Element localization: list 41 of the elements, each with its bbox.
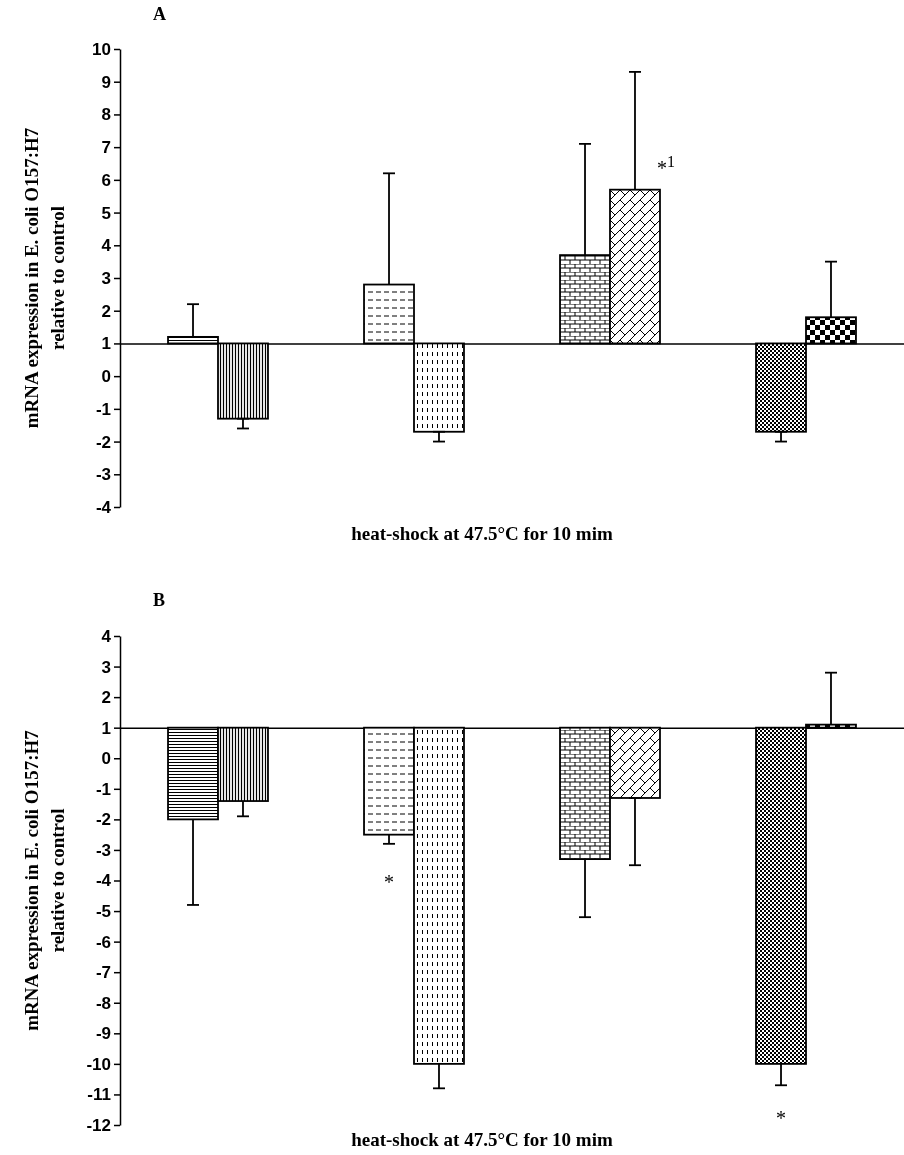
- y-axis-title: mRNA expression in E. coli O157:H7 relative to control: [21, 729, 68, 1031]
- y-tick-label: 3: [101, 657, 111, 677]
- y-tick-label: 9: [101, 72, 111, 92]
- y-tick-label: 4: [101, 236, 112, 256]
- y-tick-label: -8: [95, 993, 111, 1013]
- chart-title: B: [153, 590, 166, 610]
- y-tick-label: -2: [95, 432, 111, 452]
- annotation: *: [776, 1107, 787, 1130]
- y-tick-label: 7: [101, 138, 111, 158]
- y-tick-label: -1: [95, 779, 111, 799]
- x-axis-title: heat-shock at 47.5°C for 10 mim: [351, 523, 613, 544]
- y-tick-label: -10: [86, 1054, 111, 1074]
- y-tick-label: -5: [95, 902, 111, 921]
- y-tick-label: -12: [86, 1115, 111, 1135]
- y-tick-label: 2: [101, 688, 111, 708]
- y-tick-label: 2: [101, 301, 111, 321]
- y-tick-label: 1: [101, 334, 111, 354]
- y-tick-label: 8: [101, 105, 111, 125]
- y-tick-label: -1: [95, 399, 111, 419]
- y-tick-label: -4: [95, 871, 112, 891]
- x-axis-title: heat-shock at 47.5°C for 10 mim: [351, 1129, 613, 1150]
- y-tick-label: -2: [95, 810, 111, 830]
- y-tick-label: 10: [92, 39, 111, 59]
- y-tick-label: 5: [101, 203, 111, 223]
- y-tick-label: 4: [101, 626, 112, 646]
- y-tick-label: -11: [87, 1085, 111, 1105]
- y-axis-title: mRNA expression in E. coli O157:H7 relative to control: [21, 127, 68, 429]
- y-tick-label: 0: [101, 749, 111, 769]
- y-tick-label: -3: [95, 465, 111, 485]
- y-tick-label: 3: [101, 268, 111, 288]
- annotation: *: [384, 870, 395, 893]
- annotation: *$^{1}$: [656, 152, 675, 179]
- y-tick-label: 6: [101, 170, 111, 190]
- y-tick-label: -3: [95, 840, 111, 860]
- chart-title: A: [153, 4, 166, 24]
- y-tick-label: -7: [95, 963, 111, 983]
- y-tick-label: 1: [101, 718, 111, 738]
- y-tick-label: 0: [101, 367, 111, 387]
- y-tick-label: -4: [95, 497, 112, 517]
- y-tick-label: -6: [95, 932, 111, 952]
- y-tick-label: -9: [95, 1024, 111, 1044]
